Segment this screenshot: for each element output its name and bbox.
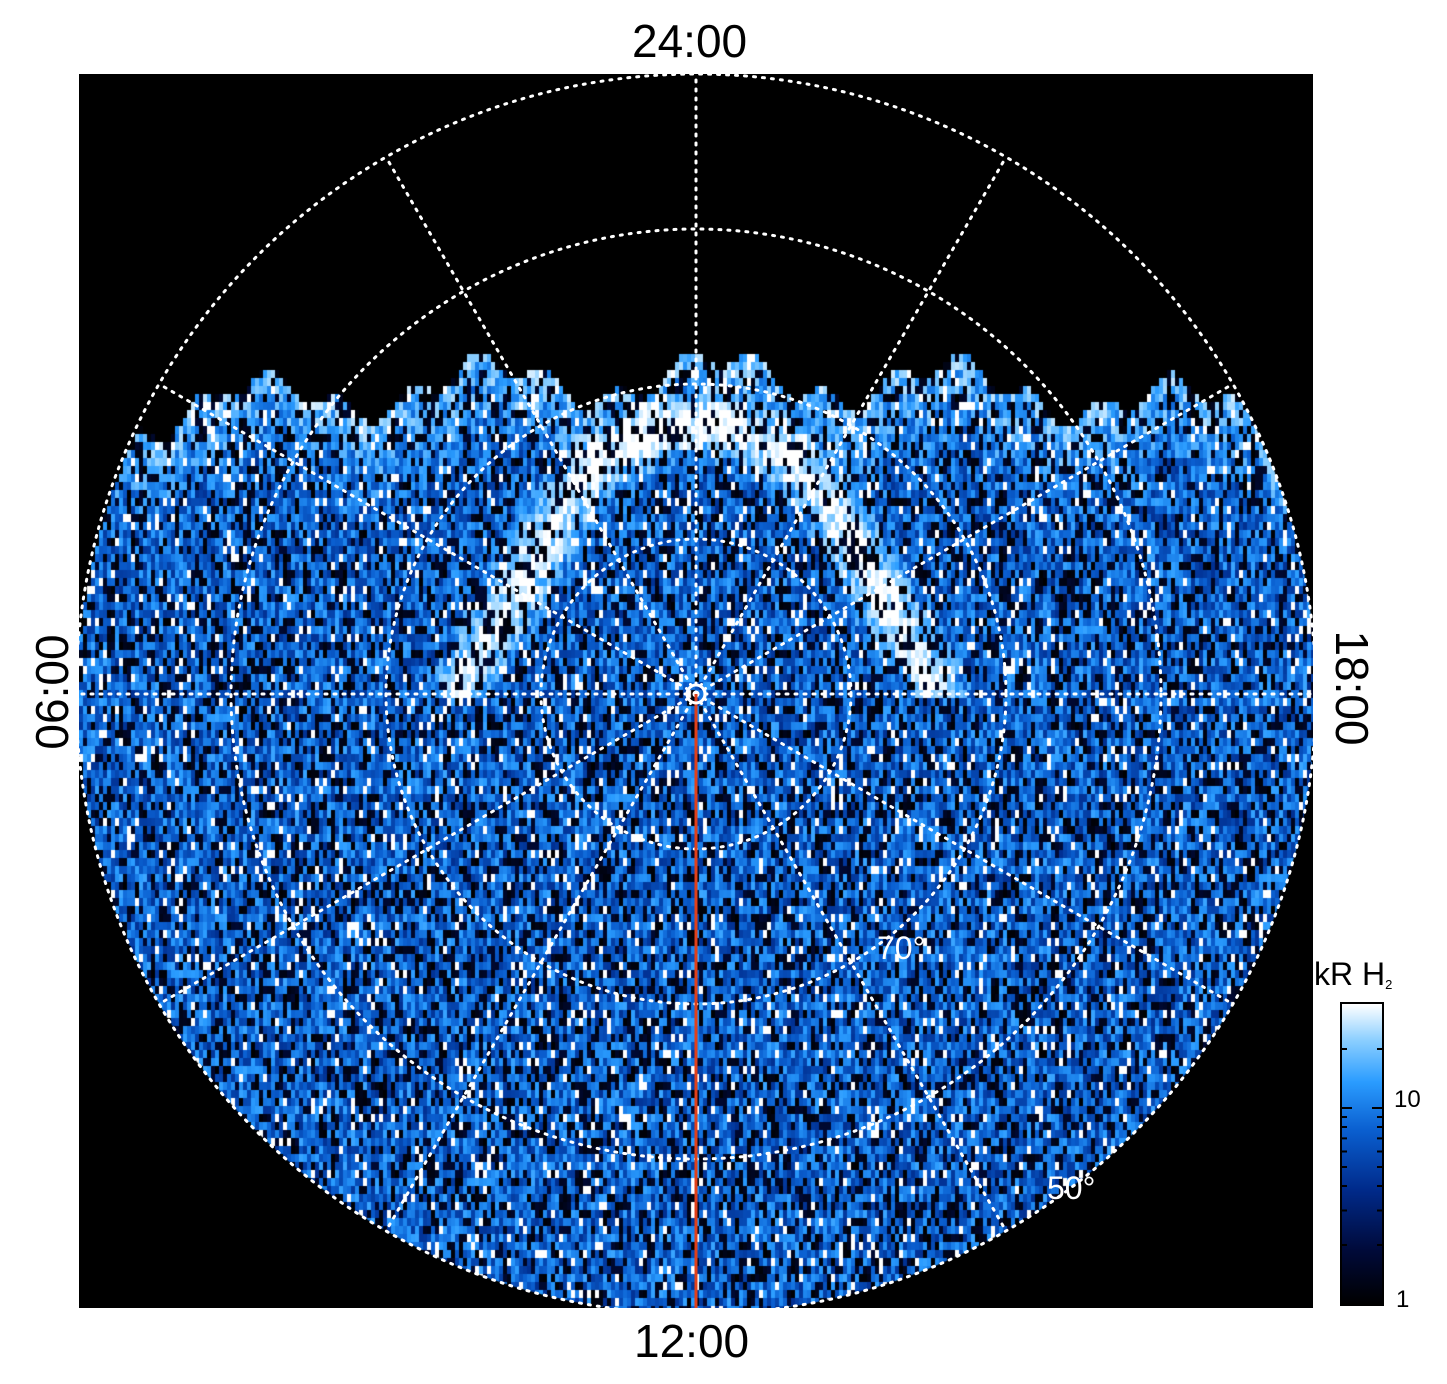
colorbar-title: kR H2: [1314, 956, 1393, 992]
local-time-meridian: [157, 382, 698, 696]
auroral-polar-projection: 70° 50°: [79, 74, 1313, 1308]
local-time-label-noon: 12:00: [634, 1315, 750, 1367]
colorbar-tick-label-1: 1: [1396, 1286, 1410, 1313]
local-time-meridian: [694, 155, 1008, 696]
local-time-meridian: [384, 155, 698, 696]
colorbar-ticks: [1342, 1048, 1382, 1305]
colorbar: [1340, 1002, 1384, 1306]
local-time-label-dawn: 06:00: [26, 634, 78, 750]
latitude-label-70: 70°: [877, 930, 926, 966]
pole-marker: [685, 683, 707, 705]
colorbar-tick-label-10: 10: [1394, 1086, 1421, 1113]
local-time-label-dusk: 18:00: [1326, 630, 1378, 746]
polar-grid: [79, 74, 1313, 1308]
local-time-label-midnight: 24:00: [632, 15, 748, 67]
local-time-meridian: [157, 692, 698, 1006]
latitude-label-50: 50°: [1047, 1170, 1096, 1206]
